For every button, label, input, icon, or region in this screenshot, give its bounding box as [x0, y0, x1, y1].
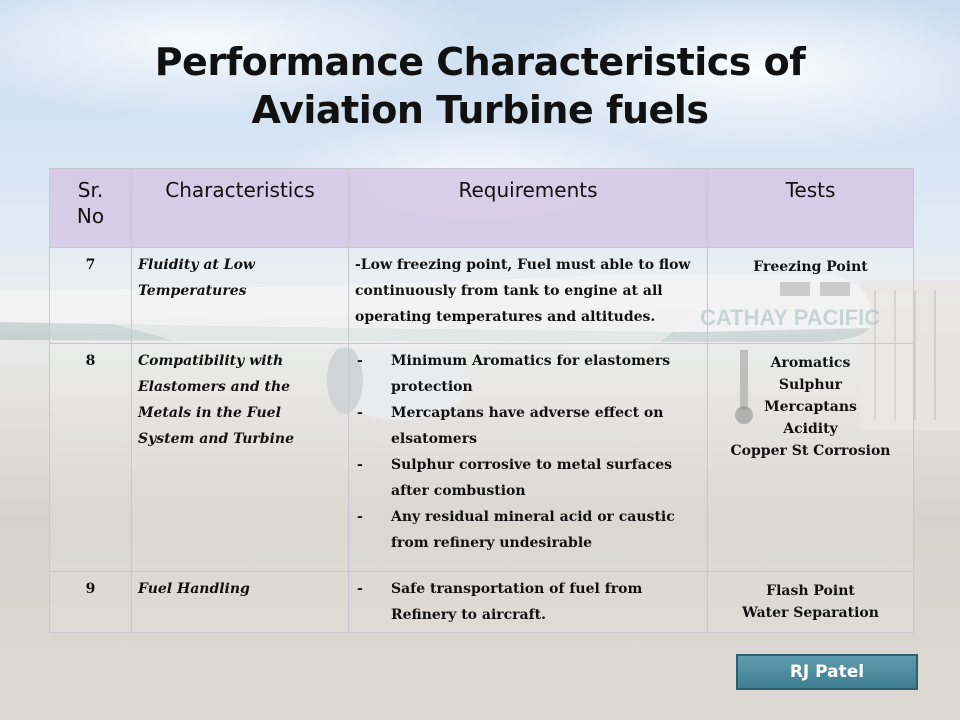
row-tests: Flash Point Water Separation: [707, 571, 914, 633]
row-tests: Freezing Point: [707, 247, 914, 344]
slide-title: Performance Characteristics of Aviation …: [0, 38, 960, 134]
header-requirements: Requirements: [348, 168, 708, 248]
table-row: 7 Fluidity at Low Temperatures -Low free…: [49, 247, 914, 344]
table-header-row: Sr. No Characteristics Requirements Test…: [49, 168, 914, 248]
header-sr-no: Sr. No: [49, 168, 132, 248]
requirement-item: Any residual mineral acid or caustic fro…: [355, 504, 701, 556]
row-characteristic: Fluidity at Low Temperatures: [131, 247, 349, 344]
header-tests: Tests: [707, 168, 914, 248]
row-characteristic: Fuel Handling: [131, 571, 349, 633]
author-badge: RJ Patel: [736, 654, 918, 690]
title-line-2: Aviation Turbine fuels: [251, 88, 709, 132]
row-sr: 7: [49, 247, 132, 344]
requirement-item: Safe transportation of fuel from Refiner…: [355, 576, 701, 628]
test-item: Copper St Corrosion: [730, 443, 891, 459]
test-item: Water Separation: [742, 605, 879, 621]
row-sr: 9: [49, 571, 132, 633]
row-requirements: Minimum Aromatics for elastomers protect…: [348, 343, 708, 572]
test-item: Aromatics: [770, 355, 851, 371]
table-row: 9 Fuel Handling Safe transportation of f…: [49, 571, 914, 633]
title-line-1: Performance Characteristics of: [154, 40, 806, 84]
test-item: Mercaptans: [764, 399, 857, 415]
row-requirements: Safe transportation of fuel from Refiner…: [348, 571, 708, 633]
requirement-item: Mercaptans have adverse effect on elsato…: [355, 400, 701, 452]
requirement-item: Sulphur corrosive to metal surfaces afte…: [355, 452, 701, 504]
test-item: Freezing Point: [753, 259, 868, 275]
header-characteristics: Characteristics: [131, 168, 349, 248]
table-row: 8 Compatibility with Elastomers and the …: [49, 343, 914, 572]
requirement-item: Minimum Aromatics for elastomers protect…: [355, 348, 701, 400]
test-item: Sulphur: [778, 377, 843, 393]
row-sr: 8: [49, 343, 132, 572]
test-item: Flash Point: [766, 583, 855, 599]
fuel-characteristics-table: Sr. No Characteristics Requirements Test…: [49, 168, 914, 633]
row-requirements: -Low freezing point, Fuel must able to f…: [348, 247, 708, 344]
row-tests: Aromatics Sulphur Mercaptans Acidity Cop…: [707, 343, 914, 572]
row-characteristic: Compatibility with Elastomers and the Me…: [131, 343, 349, 572]
test-item: Acidity: [783, 421, 838, 437]
